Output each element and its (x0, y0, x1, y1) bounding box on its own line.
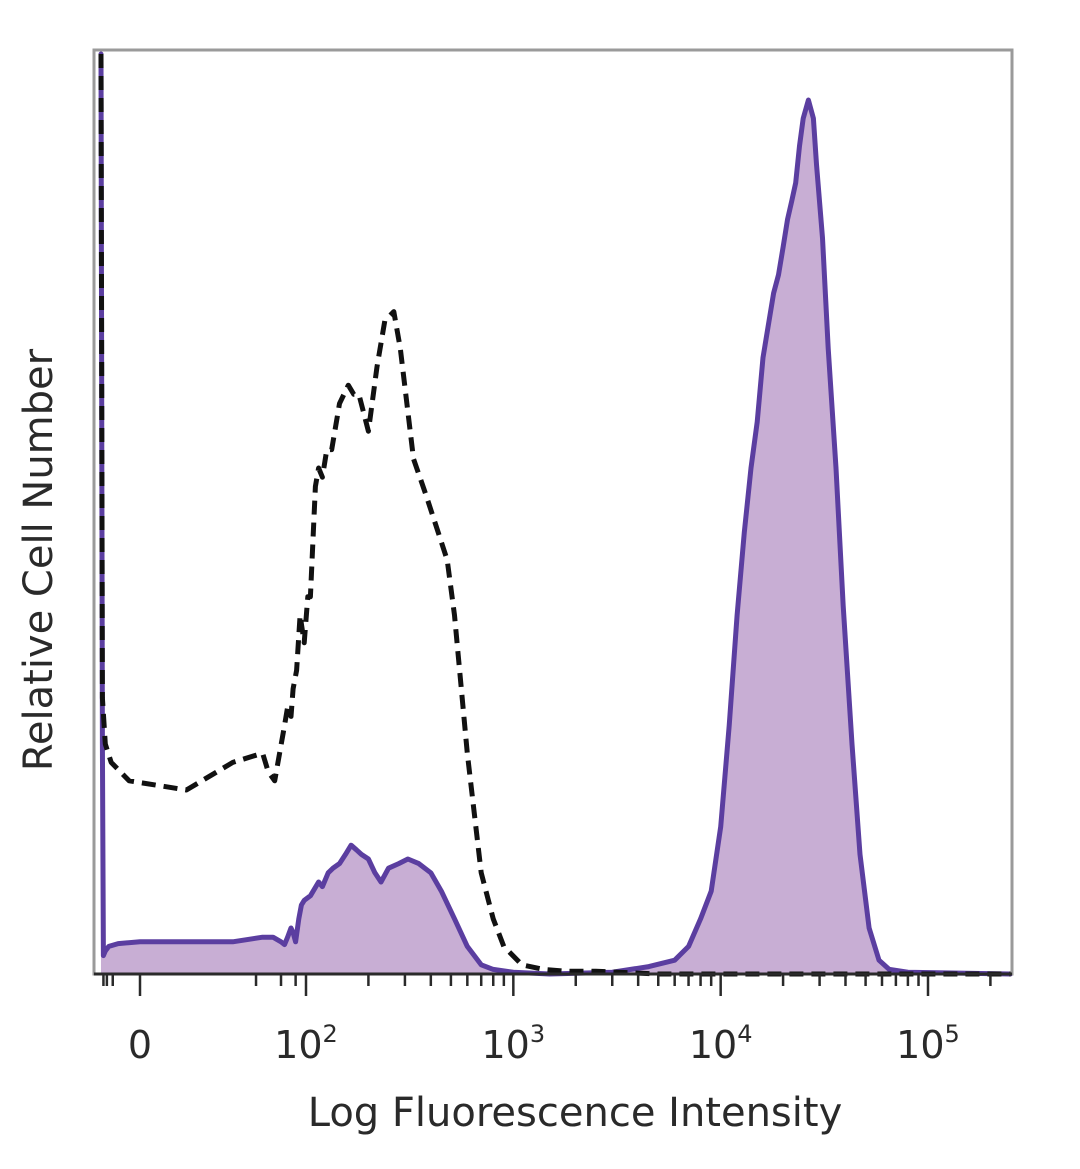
x-tick-label-base: 10 (896, 1023, 944, 1067)
x-axis-tick-labels: 0 102 103 104 105 (128, 1020, 960, 1067)
plot-frame (92, 48, 1014, 976)
x-tick-label-base: 10 (482, 1023, 530, 1067)
control-histogram-line (98, 53, 1011, 977)
x-tick-label-exponent: 2 (323, 1020, 338, 1048)
x-tick-label-base: 10 (689, 1023, 737, 1067)
x-tick-label: 102 (274, 1020, 338, 1067)
x-tick-label: 0 (128, 1023, 152, 1067)
x-tick-label: 103 (482, 1020, 546, 1067)
x-axis-ticks (102, 974, 992, 996)
stained-histogram-line (98, 51, 1013, 977)
x-tick-label: 105 (896, 1020, 960, 1067)
x-tick-label-base: 10 (274, 1023, 322, 1067)
stained-histogram-fill (101, 54, 1011, 974)
x-axis-title: Log Fluorescence Intensity (308, 1090, 843, 1136)
x-tick-label-exponent: 5 (945, 1020, 960, 1048)
x-tick-label: 104 (689, 1020, 753, 1067)
x-tick-label-base: 0 (128, 1023, 152, 1067)
y-axis-title: Relative Cell Number (16, 348, 62, 771)
x-tick-label-exponent: 3 (530, 1020, 545, 1048)
x-tick-label-exponent: 4 (737, 1020, 752, 1048)
series-layer (98, 51, 1013, 977)
